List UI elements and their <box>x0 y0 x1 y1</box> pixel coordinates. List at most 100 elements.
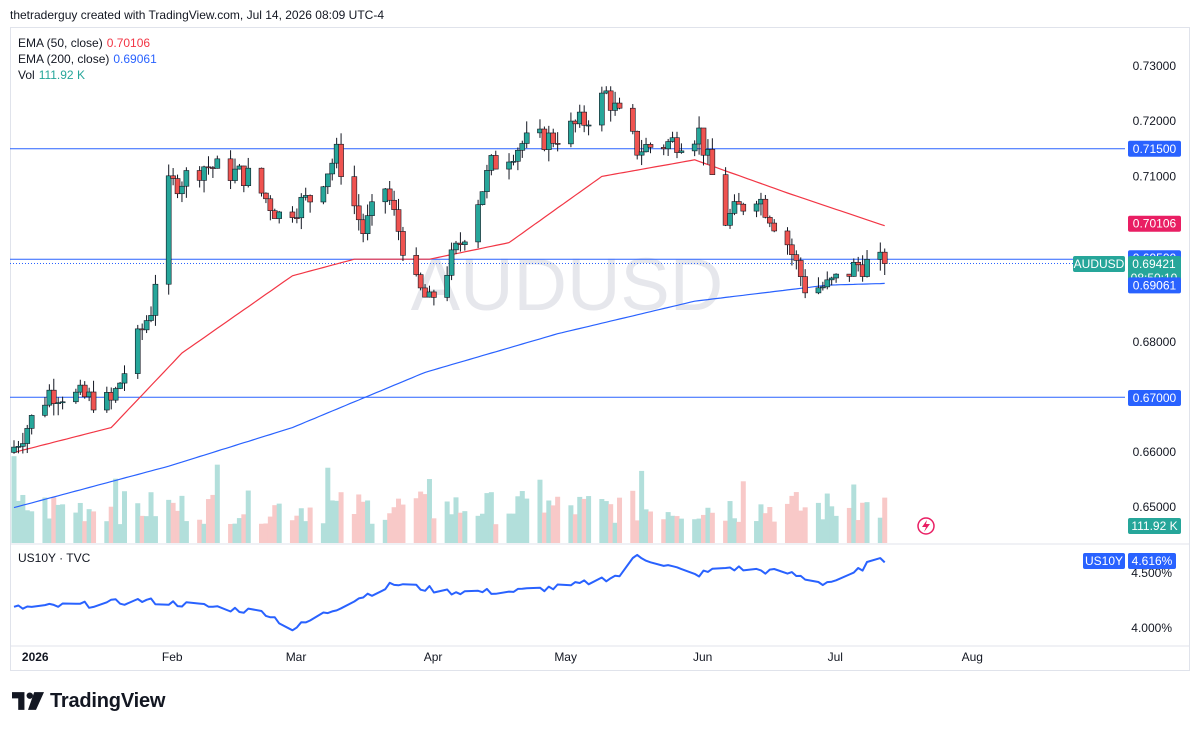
volume-bar <box>767 507 773 543</box>
candle-body <box>731 201 738 214</box>
candle-body <box>709 149 716 175</box>
candle-body <box>607 90 614 111</box>
volume-bar <box>179 495 185 543</box>
volume-bar <box>294 515 300 543</box>
candle-body <box>276 211 282 219</box>
legend-volume[interactable]: Vol 111.92 K <box>18 67 157 83</box>
volume-bar <box>272 505 278 543</box>
price-tick-0.73000: 0.73000 <box>1133 59 1177 73</box>
volume-bar <box>762 513 768 543</box>
volume-bar <box>152 516 158 543</box>
candle-body <box>634 130 641 156</box>
volume-bar <box>599 499 605 543</box>
candle-body <box>479 191 486 205</box>
candle-body <box>881 251 888 264</box>
volume-bar <box>833 515 839 543</box>
candle-body <box>850 261 857 277</box>
candle-body <box>665 141 671 150</box>
candle-body <box>59 401 66 404</box>
candle-body <box>453 242 459 251</box>
volume-bar <box>267 516 273 543</box>
us10y-value: 4.616% <box>1132 554 1173 568</box>
volume-bar <box>793 492 799 543</box>
candle-body <box>550 132 557 144</box>
candle-body <box>364 215 371 234</box>
volume-bar <box>307 507 313 543</box>
chart-caption: thetraderguy created with TradingView.co… <box>10 8 384 22</box>
volume-bar <box>488 492 494 543</box>
badge-ema200-bg <box>1128 277 1181 294</box>
volume-bar <box>369 523 375 543</box>
badge-volume: 111.92 K <box>1131 519 1177 533</box>
time-tick-mar: Mar <box>286 650 307 664</box>
chart-frame <box>10 27 1190 671</box>
volume-bar <box>197 519 203 543</box>
volume-bar <box>617 497 623 543</box>
volume-bar <box>104 521 110 543</box>
candle-body <box>117 382 123 389</box>
candle-body <box>24 428 31 444</box>
volume-bar <box>612 522 618 543</box>
volume-bar <box>351 514 357 543</box>
candle-body <box>391 199 397 210</box>
candle-body <box>170 175 176 179</box>
price-tick-0.68000: 0.68000 <box>1133 335 1177 349</box>
symbol-watermark: AUDUSD <box>411 243 723 326</box>
candle-body <box>395 209 402 232</box>
candle-body <box>797 260 804 277</box>
symbol-tag: AUDUSD <box>1074 257 1125 271</box>
legend-ema200[interactable]: EMA (200, close) 0.69061 <box>18 51 157 67</box>
volume-bar <box>382 519 388 543</box>
volume-bar <box>643 509 649 543</box>
candle-body <box>864 259 870 277</box>
candle-body <box>629 107 636 132</box>
volume-bar <box>731 518 737 543</box>
volume-bar <box>241 514 247 543</box>
volume-bar <box>55 504 61 543</box>
candle-body <box>294 217 300 219</box>
volume-bar <box>789 495 795 543</box>
candle-body <box>112 388 119 401</box>
volume-bar <box>148 492 154 543</box>
axis-badges: 0.715000.701060.69500AUDUSD0.6942108:50:… <box>917 140 1181 535</box>
volume-bar <box>360 501 366 543</box>
ema200-layer <box>13 282 885 509</box>
volume-bar <box>798 510 804 543</box>
time-tick-2026: 2026 <box>22 650 49 664</box>
volume-bar <box>259 523 265 543</box>
candle-body <box>143 320 150 331</box>
volume-bar <box>882 497 888 543</box>
legend-ema50[interactable]: EMA (50, close) 0.70106 <box>18 35 157 51</box>
candle-body <box>828 277 835 281</box>
volume-bar <box>20 494 26 543</box>
candle-body <box>369 201 375 216</box>
us10y-line <box>13 553 886 632</box>
badge-ema200: 0.69061 <box>1133 278 1177 292</box>
candle-body <box>448 249 455 276</box>
candle-body <box>492 155 499 170</box>
candle-body <box>815 287 822 294</box>
ema200-value: 0.69061 <box>113 52 157 66</box>
candle-body <box>638 151 645 156</box>
candle-body <box>73 391 79 403</box>
volume-bar <box>515 496 521 543</box>
volume-bar <box>205 499 211 543</box>
candle-body <box>581 111 587 126</box>
candle-body <box>298 196 305 219</box>
volume-bar <box>709 512 715 543</box>
volume-bar <box>289 520 295 543</box>
volume-bar <box>630 490 636 543</box>
volume-bar <box>877 517 883 543</box>
volume-bar <box>11 456 17 543</box>
us10y-pane-label[interactable]: US10Y · TVC <box>18 551 91 565</box>
volume-bar <box>665 512 671 543</box>
time-tick-feb: Feb <box>162 650 183 664</box>
tradingview-logo[interactable]: TradingView <box>12 688 165 714</box>
volume-bar <box>418 491 424 543</box>
candle-body <box>104 392 110 411</box>
candle-body <box>444 274 450 298</box>
volume-bar <box>46 518 52 543</box>
volume-bar <box>846 507 852 543</box>
volume-bar <box>510 513 516 543</box>
